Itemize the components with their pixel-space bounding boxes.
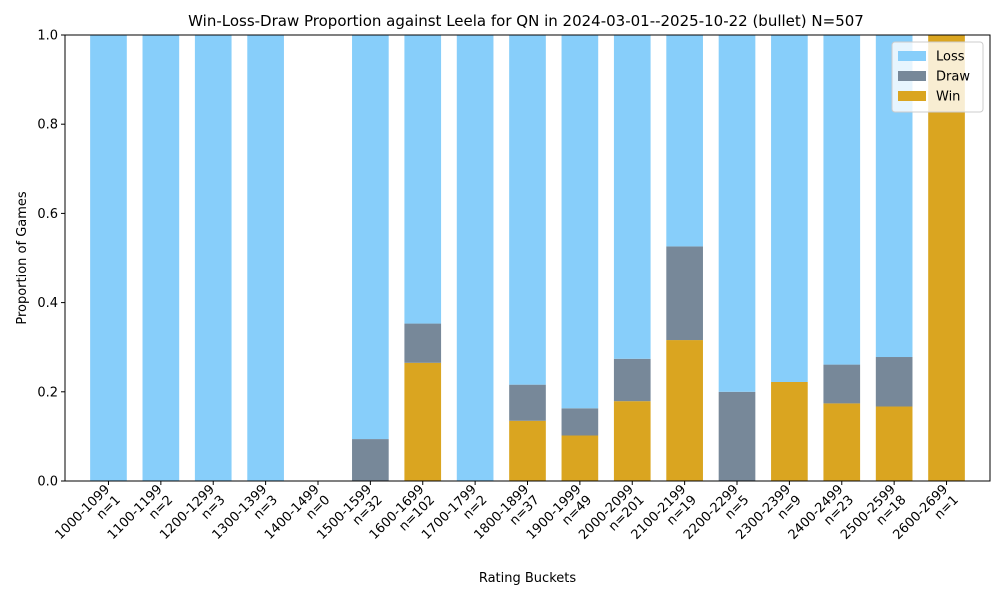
legend-swatch-win — [898, 91, 926, 101]
bar-draw-2500-2599 — [875, 357, 913, 407]
bar-win-1800-1899 — [509, 420, 546, 481]
legend: Loss Draw Win — [891, 41, 984, 113]
bar-win-1900-1999 — [561, 435, 599, 481]
y-tick-label: 0.2 — [37, 385, 58, 400]
bar-win-2000-2099 — [613, 401, 651, 481]
plot-frame — [64, 34, 991, 482]
y-tick-label: 0.6 — [37, 207, 58, 222]
bar-loss-1100-1199 — [142, 35, 180, 481]
legend-swatch-loss — [898, 51, 926, 61]
x-axis-title: Rating Buckets — [479, 571, 577, 586]
bar-win-2300-2399 — [771, 381, 808, 481]
bar-win-2500-2599 — [875, 406, 913, 481]
bar-loss-1000-1099 — [90, 35, 127, 481]
bar-loss-2300-2399 — [771, 35, 808, 382]
y-tick-label: 0.8 — [37, 118, 58, 133]
bar-loss-1700-1799 — [456, 35, 494, 481]
bar-draw-1800-1899 — [509, 384, 546, 421]
bar-draw-2100-2199 — [666, 246, 703, 341]
y-axis: 0.0 0.2 0.4 0.6 0.8 1.0 — [37, 29, 65, 490]
bar-draw-1600-1699 — [404, 323, 442, 363]
bar-loss-2100-2199 — [666, 35, 703, 247]
bar-loss-2000-2099 — [613, 35, 651, 359]
bar-loss-1200-1299 — [194, 35, 232, 481]
bar-win-2400-2499 — [823, 403, 861, 481]
bar-win-2100-2199 — [666, 340, 703, 481]
bar-loss-1800-1899 — [509, 35, 546, 385]
chart-title: Win-Loss-Draw Proportion against Leela f… — [188, 12, 864, 30]
y-tick-label: 1.0 — [37, 29, 58, 44]
bar-win-1600-1699 — [404, 362, 442, 481]
bar-draw-2400-2499 — [823, 364, 861, 404]
y-tick-label: 0.4 — [37, 296, 58, 311]
legend-swatch-draw — [898, 71, 926, 81]
bar-draw-1900-1999 — [561, 408, 599, 436]
legend-label-win: Win — [936, 90, 960, 105]
bar-draw-1500-1599 — [352, 439, 389, 481]
bar-loss-1500-1599 — [352, 35, 389, 440]
legend-label-loss: Loss — [936, 50, 965, 65]
bar-loss-1900-1999 — [561, 35, 599, 409]
bar-loss-1600-1699 — [404, 35, 442, 324]
bar-loss-2200-2299 — [718, 35, 756, 392]
legend-label-draw: Draw — [936, 70, 970, 85]
y-axis-title: Proportion of Games — [15, 191, 30, 325]
bar-loss-1300-1399 — [247, 35, 284, 481]
bar-draw-2200-2299 — [718, 391, 756, 481]
y-tick-label: 0.0 — [37, 475, 58, 490]
bar-draw-2000-2099 — [613, 358, 651, 402]
bars-group — [90, 35, 965, 481]
bar-loss-2400-2499 — [823, 35, 861, 365]
x-axis: 1000-1099n=11100-1199n=21200-1299n=31300… — [52, 481, 962, 543]
